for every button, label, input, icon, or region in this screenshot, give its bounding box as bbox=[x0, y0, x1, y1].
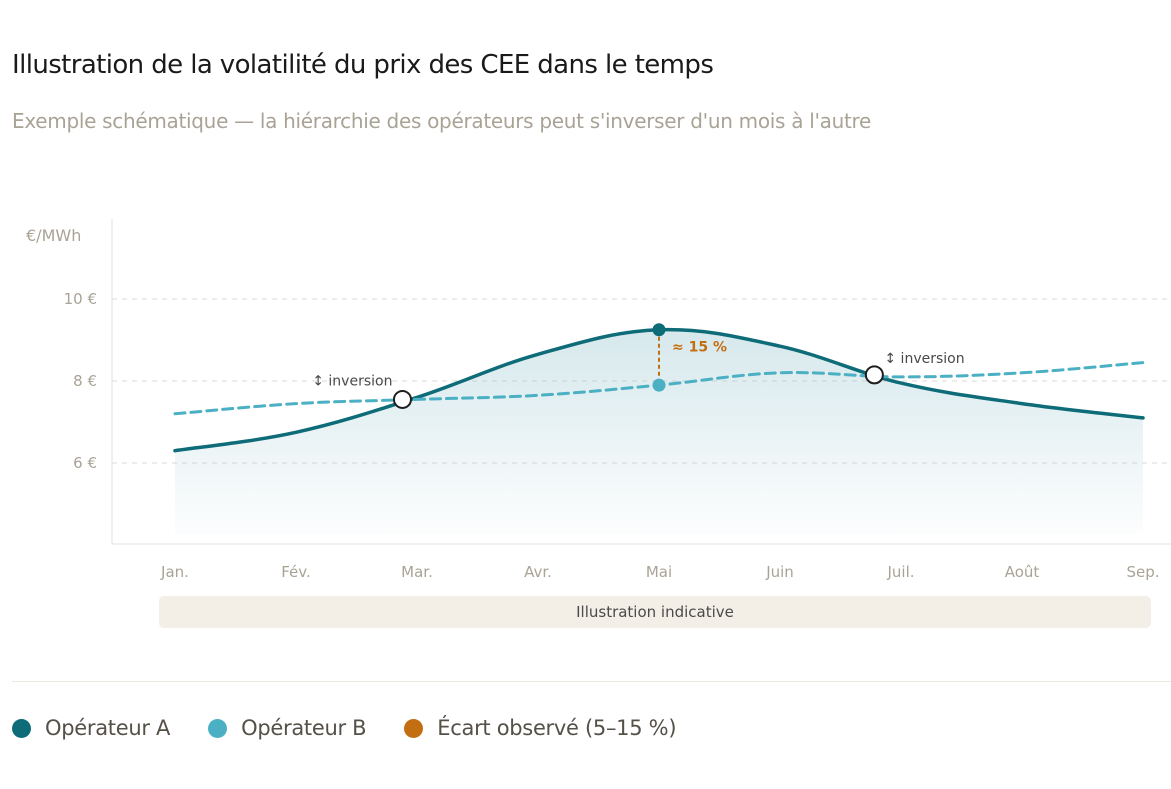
legend-item-operator-b: Opérateur B bbox=[208, 716, 367, 740]
annotation-layer: ↕ inversion ↕ inversion ≈ 15 % bbox=[312, 323, 965, 409]
inversion-label: ↕ inversion bbox=[884, 351, 964, 367]
inversion-label: ↕ inversion bbox=[312, 373, 392, 389]
x-tick-label: Sep. bbox=[1126, 563, 1159, 581]
y-axis-unit-label: €/MWh bbox=[26, 226, 81, 245]
gap-point-operator-b bbox=[652, 378, 666, 392]
x-tick-label: Jan. bbox=[160, 563, 189, 581]
chart-title: Illustration de la volatilité du prix de… bbox=[12, 50, 714, 80]
gap-label: ≈ 15 % bbox=[672, 339, 727, 355]
y-tick-label: 6 € bbox=[73, 454, 97, 472]
legend-divider bbox=[12, 681, 1171, 682]
x-tick-label: Juin bbox=[765, 563, 794, 581]
y-tick-label: 10 € bbox=[64, 290, 97, 308]
legend-item-gap: Écart observé (5–15 %) bbox=[404, 716, 677, 740]
legend-swatch-gap bbox=[404, 718, 424, 738]
x-tick-label: Août bbox=[1005, 563, 1040, 581]
x-tick-label: Mai bbox=[646, 563, 672, 581]
series-area-operator-a bbox=[175, 329, 1143, 534]
illustrative-note: Illustration indicative bbox=[159, 596, 1151, 628]
x-tick-label: Juil. bbox=[886, 563, 914, 581]
legend-swatch-operator-a bbox=[12, 718, 31, 738]
x-tick-label: Fév. bbox=[281, 563, 311, 581]
x-tick-label: Avr. bbox=[524, 563, 552, 581]
legend-label-operator-b: Opérateur B bbox=[241, 716, 367, 740]
y-tick-label: 8 € bbox=[73, 372, 97, 390]
inversion-marker bbox=[864, 365, 884, 385]
x-tick-label: Mar. bbox=[401, 563, 433, 581]
area-layer bbox=[175, 329, 1143, 534]
inversion-marker bbox=[392, 389, 412, 409]
axis-layer: €/MWh 6 € 8 € 10 € Jan. Fév. Mar. Avr. Mai Juin Ju… bbox=[26, 219, 1171, 581]
chart-subtitle: Exemple schématique — la hiérarchie des … bbox=[12, 109, 872, 133]
legend-item-operator-a: Opérateur A bbox=[12, 716, 170, 740]
legend-label-gap: Écart observé (5–15 %) bbox=[437, 716, 677, 740]
legend-swatch-operator-b bbox=[208, 718, 228, 738]
legend: Opérateur A Opérateur B Écart observé (5… bbox=[12, 716, 714, 740]
legend-label-operator-a: Opérateur A bbox=[45, 716, 171, 740]
gap-point-operator-a bbox=[652, 323, 666, 337]
